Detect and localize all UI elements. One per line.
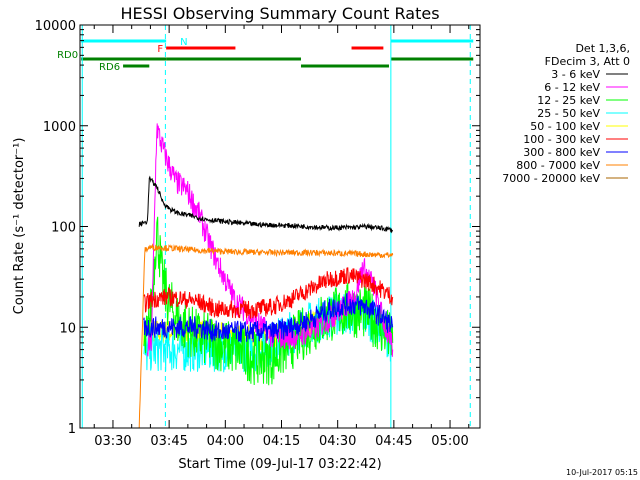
flag-label: RD0 (57, 50, 78, 61)
x-tick-label: 04:00 (207, 434, 244, 449)
x-tick-label: 03:45 (150, 434, 187, 449)
flag-label: N (180, 37, 187, 48)
footer-date: 10-Jul-2017 05:15 (566, 468, 638, 477)
y-tick-label: 10 (59, 321, 76, 336)
legend-label: 7000 - 20000 keV (502, 172, 600, 185)
x-axis-ticks: 03:30 03:45 04:00 04:15 04:30 04:45 05:00 (93, 25, 470, 449)
y-tick-label: 1000 (43, 120, 76, 135)
legend-label: 12 - 25 keV (537, 94, 600, 107)
legend-label: 100 - 300 keV (523, 133, 600, 146)
series-line (143, 216, 394, 386)
x-tick-label: 05:00 (431, 434, 468, 449)
chart-title: HESSI Observing Summary Count Rates (120, 4, 439, 23)
x-tick-label: 04:15 (263, 434, 300, 449)
legend-header-line-1: Det 1,3,6, (575, 42, 630, 55)
x-tick-label: 04:45 (375, 434, 412, 449)
y-axis-label: Count Rate (s⁻¹ detector⁻¹) (12, 138, 27, 315)
observing-flags: N F RD0 RD6 (57, 37, 474, 73)
series-line (143, 293, 394, 343)
x-tick-label: 03:30 (94, 434, 131, 449)
y-tick-label: 10000 (35, 19, 76, 34)
flag-label: F (157, 44, 163, 55)
legend-label: 3 - 6 keV (551, 68, 600, 81)
series-line (138, 175, 394, 234)
legend-label: 800 - 7000 keV (516, 159, 600, 172)
series-line (138, 243, 394, 429)
x-tick-label: 04:30 (319, 434, 356, 449)
legend-label: 300 - 800 keV (523, 146, 600, 159)
y-axis-ticks: 1 10 100 1000 10000 (35, 19, 480, 437)
flag-label: RD6 (99, 62, 120, 73)
legend-label: 25 - 50 keV (537, 107, 600, 120)
legend-label: 50 - 100 keV (530, 120, 600, 133)
y-tick-label: 100 (51, 221, 76, 236)
series-line (143, 267, 394, 320)
x-axis-label: Start Time (09-Jul-17 03:22:42) (178, 457, 381, 472)
legend-header-line-2: FDecim 3, Att 0 (545, 55, 630, 68)
y-tick-label: 1 (68, 422, 76, 437)
legend-label: 6 - 12 keV (544, 81, 600, 94)
